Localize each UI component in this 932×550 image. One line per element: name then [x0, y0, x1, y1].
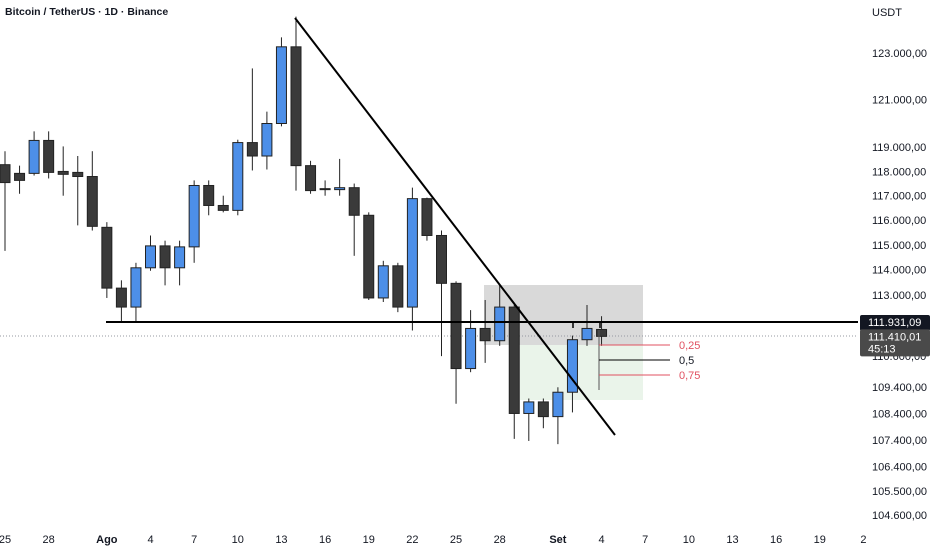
candle-body — [523, 401, 535, 414]
x-tick-label: 16 — [319, 534, 331, 546]
candle-body — [130, 267, 142, 308]
chart-title: Bitcoin / TetherUS · 1D · Binance — [5, 6, 168, 18]
y-tick-label: 113.000,00 — [872, 290, 926, 302]
x-tick-label: 19 — [363, 534, 375, 546]
y-tick-label: 104.600,00 — [872, 510, 927, 522]
candle-body — [479, 327, 491, 342]
y-tick-label: 118.000,00 — [872, 166, 926, 178]
price-label: 111.410,01 — [868, 331, 921, 343]
price-label-bg — [860, 315, 930, 332]
bracket — [572, 321, 601, 328]
candles — [0, 16, 608, 445]
y-tick-label: 116.000,00 — [872, 215, 926, 227]
y-tick-label: 115.000,00 — [872, 240, 926, 252]
candle-body — [392, 265, 404, 308]
y-tick-label: 123.000,00 — [872, 48, 927, 60]
candle-body — [552, 391, 564, 418]
x-tick-label: 4 — [598, 534, 604, 546]
x-tick-label: Set — [549, 534, 566, 546]
candle-body — [406, 198, 418, 308]
price-label: 111.931,09 — [868, 317, 921, 329]
y-tick-label: 119.000,00 — [872, 142, 926, 154]
fib-label: 0,25 — [679, 340, 700, 352]
candle-body — [581, 327, 593, 341]
candle-body — [174, 246, 186, 269]
x-tick-label: 25 — [0, 534, 11, 546]
y-tick-label: 108.400,00 — [872, 408, 927, 420]
y-tick-label: 106.400,00 — [872, 462, 927, 474]
y-tick-label: 109.400,00 — [872, 382, 927, 394]
candle-body — [596, 328, 608, 337]
candle-body — [537, 401, 549, 418]
x-tick-label: 19 — [814, 534, 826, 546]
x-tick-label: 28 — [494, 534, 506, 546]
candle-body — [465, 327, 477, 370]
candle-body — [57, 170, 69, 175]
candle-body — [275, 46, 287, 124]
candle-body — [28, 139, 40, 174]
candle-body — [494, 306, 506, 342]
candle-body — [246, 142, 258, 157]
x-tick-label: 7 — [191, 534, 197, 546]
candle-body — [101, 226, 113, 289]
candle-body — [86, 176, 98, 227]
candle-body — [14, 172, 26, 181]
x-tick-label: 13 — [726, 534, 738, 546]
x-tick-label: 16 — [770, 534, 782, 546]
candle-body — [159, 245, 171, 269]
fib-label: 0,5 — [679, 355, 694, 367]
x-tick-label: Ago — [96, 534, 118, 546]
y-tick-label: 117.000,00 — [872, 191, 926, 203]
candle-body — [290, 46, 302, 167]
candle-body — [232, 142, 244, 211]
candle-body — [436, 234, 447, 284]
candle-body — [377, 265, 389, 299]
x-tick-label: 2 — [860, 534, 866, 546]
y-tick-label: 107.400,00 — [872, 435, 927, 447]
candle-body — [334, 187, 346, 191]
candle-body — [188, 184, 200, 248]
axis-unit: USDT — [872, 7, 902, 19]
countdown: 45:13 — [868, 343, 896, 355]
price-label-bg — [860, 329, 930, 357]
x-tick-label: 22 — [406, 534, 418, 546]
y-tick-label: 105.500,00 — [872, 486, 927, 498]
candle-body — [145, 245, 156, 269]
candle-body — [261, 122, 273, 157]
x-tick-label: 10 — [683, 534, 695, 546]
candle-body — [566, 339, 578, 393]
candle-body — [217, 204, 229, 211]
x-tick-label: 4 — [147, 534, 153, 546]
candle-body — [319, 188, 331, 191]
candle-body — [115, 287, 127, 308]
x-tick-label: 28 — [43, 534, 55, 546]
x-tick-label: 10 — [232, 534, 244, 546]
candle-body — [43, 139, 55, 173]
candle-body — [348, 187, 360, 216]
candle-body — [363, 214, 375, 299]
fib-label: 0,75 — [679, 370, 700, 382]
candle-body — [0, 164, 11, 184]
x-tick-label: 13 — [275, 534, 287, 546]
candle-body — [508, 306, 520, 414]
x-tick-label: 25 — [450, 534, 462, 546]
y-tick-label: 121.000,00 — [872, 95, 927, 107]
candle-body — [421, 198, 433, 236]
candle-body — [72, 171, 84, 178]
candle-body — [450, 282, 462, 370]
candle-body — [305, 165, 317, 192]
x-tick-label: 7 — [642, 534, 648, 546]
price-axis — [858, 0, 932, 550]
candle-body — [203, 184, 215, 206]
y-tick-label: 114.000,00 — [872, 265, 926, 277]
trend-line — [294, 17, 616, 436]
